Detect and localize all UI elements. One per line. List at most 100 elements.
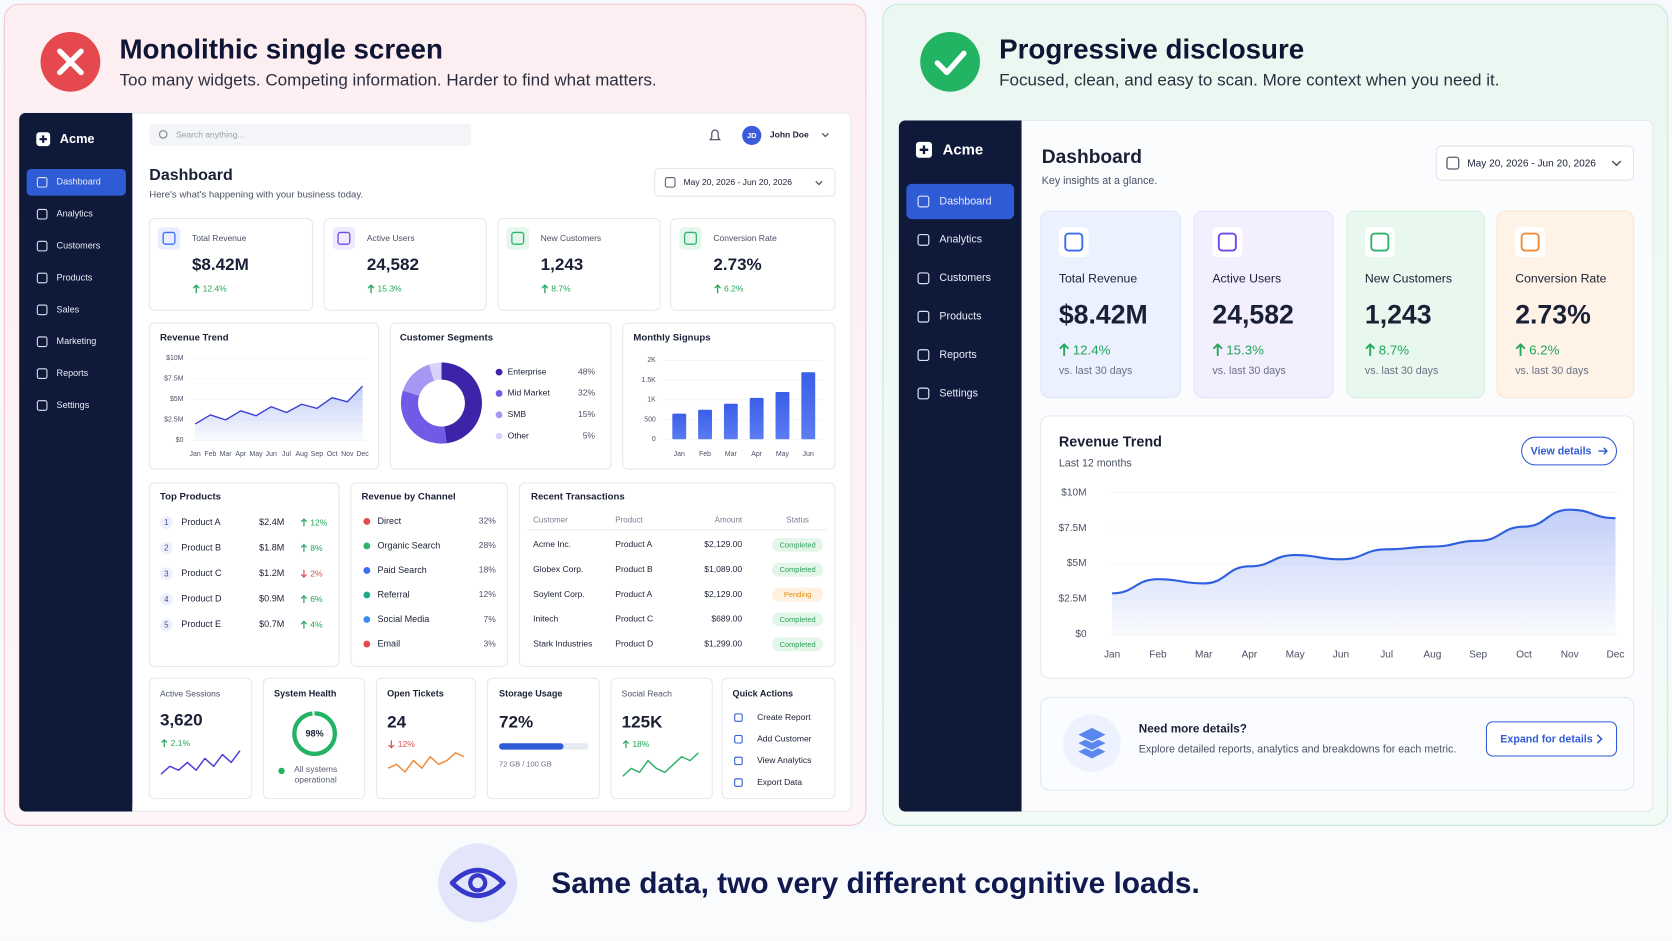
expand-button[interactable] xyxy=(1485,721,1618,757)
view-details-button[interactable] xyxy=(1521,436,1618,466)
nav-item[interactable]: Marketing xyxy=(57,336,97,346)
metric-label: Social Reach xyxy=(622,688,672,698)
kpi-card xyxy=(1346,210,1485,399)
status-pill xyxy=(772,587,824,602)
quick-action[interactable]: Export Data xyxy=(757,777,802,787)
change-arrow xyxy=(541,284,549,294)
channel-name: Social Media xyxy=(377,614,430,624)
channel-share: 28% xyxy=(479,540,496,550)
sidebar-square xyxy=(1006,120,1022,812)
health-note: All systems operational xyxy=(294,764,338,785)
brand-name: Acme xyxy=(943,141,984,158)
nav-item[interactable]: Dashboard xyxy=(57,177,101,187)
nav-item[interactable]: Settings xyxy=(939,387,978,399)
calendar-icon xyxy=(664,177,676,188)
cell: Product A xyxy=(615,539,652,549)
nav-item[interactable]: Analytics xyxy=(939,234,982,246)
legend-value: 48% xyxy=(578,366,595,376)
footer-text: Same data, two very different cognitive … xyxy=(551,867,1199,900)
nav-item[interactable]: Reports xyxy=(939,349,976,361)
kpi-label: Conversion Rate xyxy=(1515,272,1606,286)
date-picker[interactable] xyxy=(1435,145,1635,181)
channel-share: 12% xyxy=(479,589,496,599)
change-arrow xyxy=(1365,343,1375,357)
channel-dot xyxy=(363,518,371,525)
nav-item[interactable]: Sales xyxy=(57,304,80,314)
product-value: $1.2M xyxy=(259,568,284,578)
x-tick-label: Feb xyxy=(1149,649,1167,660)
kpi-value: 2.73% xyxy=(1515,300,1591,330)
y-tick-label: $0 xyxy=(1075,629,1087,640)
kpi-note: vs. last 30 days xyxy=(1059,365,1132,377)
rank: 1 xyxy=(164,518,169,527)
eye-badge xyxy=(438,843,518,923)
nav-item[interactable]: Products xyxy=(939,311,981,323)
donut-slice xyxy=(400,390,447,444)
nav-item[interactable]: Analytics xyxy=(57,209,94,219)
eye-pupil xyxy=(468,873,488,893)
left-subtitle: Too many widgets. Competing information.… xyxy=(119,71,656,90)
nav-item[interactable]: Customers xyxy=(939,272,991,284)
product-change: 8% xyxy=(310,543,323,553)
brand-plus xyxy=(39,135,47,143)
nav-item[interactable]: Products xyxy=(57,272,93,282)
change-arrow xyxy=(1059,343,1069,357)
trend-area xyxy=(1112,509,1616,635)
nav-item[interactable]: Customers xyxy=(57,240,101,250)
kpi-icon xyxy=(1064,232,1084,252)
bar xyxy=(749,397,764,440)
nav-item[interactable]: Dashboard xyxy=(939,195,991,207)
storage-detail: 72 GB / 100 GB xyxy=(499,759,552,768)
status-dot xyxy=(278,767,285,775)
kpi-label: Active Users xyxy=(367,233,415,243)
product-change: 12% xyxy=(310,517,327,527)
y-tick-label: $10M xyxy=(166,355,184,362)
x-tick-label: Jul xyxy=(282,451,291,458)
quick-action[interactable]: Create Report xyxy=(757,712,811,722)
quick-action[interactable]: View Analytics xyxy=(757,755,811,765)
check-mark xyxy=(934,50,967,76)
button-arrow xyxy=(1598,447,1608,455)
search-box[interactable] xyxy=(149,123,472,147)
status: Completed xyxy=(780,540,816,549)
date-picker[interactable] xyxy=(654,167,836,197)
product-change: 2% xyxy=(310,568,323,578)
x-tick-label: Sep xyxy=(1469,649,1487,660)
button-label: View details xyxy=(1531,445,1592,457)
card xyxy=(518,482,836,667)
kpi-note: vs. last 30 days xyxy=(1212,365,1285,377)
quick-action[interactable]: Add Customer xyxy=(757,734,812,744)
kpi-icon-bg xyxy=(157,227,181,250)
x-tick-label: Oct xyxy=(327,451,338,458)
kpi-value: 24,582 xyxy=(367,255,419,274)
column-header: Status xyxy=(786,515,809,524)
card xyxy=(148,322,380,470)
sparkline xyxy=(622,752,699,777)
change-arrow xyxy=(622,740,629,749)
channel-share: 3% xyxy=(484,638,497,648)
kpi-card xyxy=(1040,210,1181,399)
nav-item[interactable]: Reports xyxy=(57,368,89,378)
nav-item[interactable]: Settings xyxy=(57,400,90,410)
sidebar xyxy=(19,113,133,812)
status-pill xyxy=(772,637,824,652)
channel-name: Organic Search xyxy=(377,540,440,550)
metric-value: 24 xyxy=(387,712,406,731)
action-icon xyxy=(734,756,743,766)
y-tick-label: $7.5M xyxy=(1058,523,1086,534)
sidebar-square xyxy=(117,113,133,812)
sparkline xyxy=(387,752,465,773)
kpi-value: 1,243 xyxy=(1365,300,1432,330)
x-tick-label: Nov xyxy=(341,451,354,458)
product-value: $2.4M xyxy=(259,517,284,527)
cell: Product B xyxy=(615,564,653,574)
sidebar xyxy=(898,120,1022,812)
card xyxy=(350,482,509,667)
change-arrow xyxy=(300,518,307,527)
x-tick-label: Apr xyxy=(751,451,762,458)
kpi-icon xyxy=(162,231,176,245)
channel-share: 18% xyxy=(479,565,496,575)
channel-name: Direct xyxy=(377,516,401,526)
